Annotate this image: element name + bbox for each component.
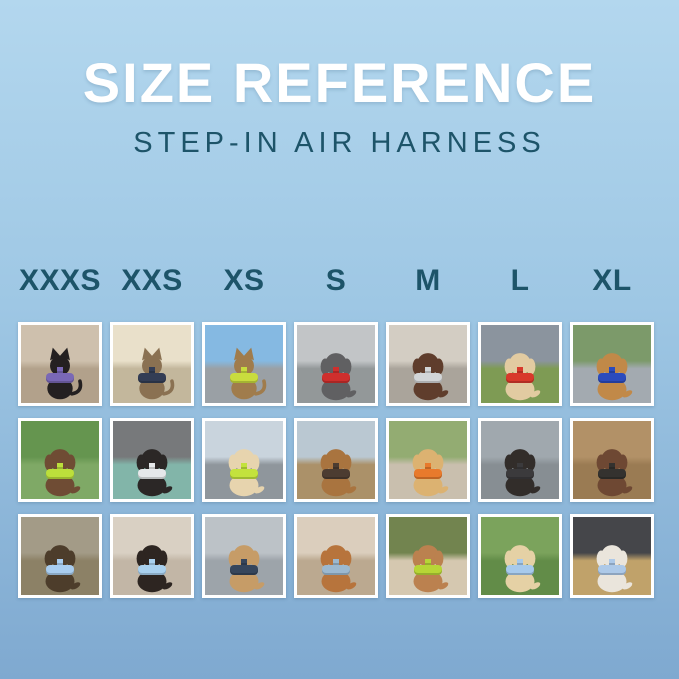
pet-photo [478,514,562,598]
harness-band [598,565,626,575]
harness-band [414,565,442,575]
pet-photo [18,514,102,598]
harness-band [46,469,74,479]
size-label-l: L [510,264,530,297]
pet-photo-scene [205,325,283,403]
pet-photo [386,514,470,598]
harness-band [598,469,626,479]
harness-band [138,565,166,575]
pet-photo-scene [573,421,651,499]
pet-photo-scene [389,421,467,499]
harness-band [230,373,258,383]
pet-photo [202,514,286,598]
size-label-s: S [325,264,347,297]
pet-photo-scene [113,325,191,403]
harness-band [506,565,534,575]
pet-photo-scene [297,325,375,403]
pet-photo [202,418,286,502]
harness-band [138,469,166,479]
pet-photo [294,418,378,502]
pet-photo [386,322,470,406]
pet-photo [478,322,562,406]
harness-band [46,373,74,383]
harness-band [322,373,350,383]
pet-photo-scene [21,325,99,403]
pet-photo [570,322,654,406]
pet-photo-scene [297,421,375,499]
harness-band [598,373,626,383]
page-title: SIZE REFERENCE [82,51,597,114]
pet-photo-scene [113,517,191,595]
pet-photo [18,418,102,502]
pet-photo [110,322,194,406]
header: SIZE REFERENCE STEP-IN AIR HARNESS [0,50,679,160]
harness-band [138,373,166,383]
harness-band [414,373,442,383]
pet-photo-scene [205,421,283,499]
harness-band [46,565,74,575]
harness-band [322,565,350,575]
pet-photo [478,418,562,502]
pet-photo [110,418,194,502]
size-label-xxxs: XXXS [18,264,102,297]
pet-photo-scene [113,421,191,499]
pet-photo-scene [205,517,283,595]
page-subtitle: STEP-IN AIR HARNESS [133,127,546,159]
harness-band [230,469,258,479]
pet-photo-scene [21,517,99,595]
pet-photo [110,514,194,598]
pet-photo [294,322,378,406]
pet-photo [570,514,654,598]
size-labels-row: XXXS XXS XS S M L XL [18,264,654,298]
size-label-xxs: XXS [121,264,183,297]
pet-photo-scene [481,517,559,595]
size-label-xl: XL [592,264,632,297]
harness-band [322,469,350,479]
harness-band [230,565,258,575]
size-label-m: M [415,264,441,297]
pet-photo-scene [21,421,99,499]
pet-photo [386,418,470,502]
size-label-xs: XS [223,264,265,297]
harness-band [506,373,534,383]
pet-photo [294,514,378,598]
pet-photo-scene [573,517,651,595]
pet-photo-scene [297,517,375,595]
photo-grid [18,322,654,598]
harness-band [414,469,442,479]
pet-photo-scene [481,421,559,499]
pet-photo-scene [389,325,467,403]
pet-photo [18,322,102,406]
harness-band [506,469,534,479]
pet-photo [202,322,286,406]
pet-photo-scene [481,325,559,403]
pet-photo [570,418,654,502]
pet-photo-scene [389,517,467,595]
pet-photo-scene [573,325,651,403]
